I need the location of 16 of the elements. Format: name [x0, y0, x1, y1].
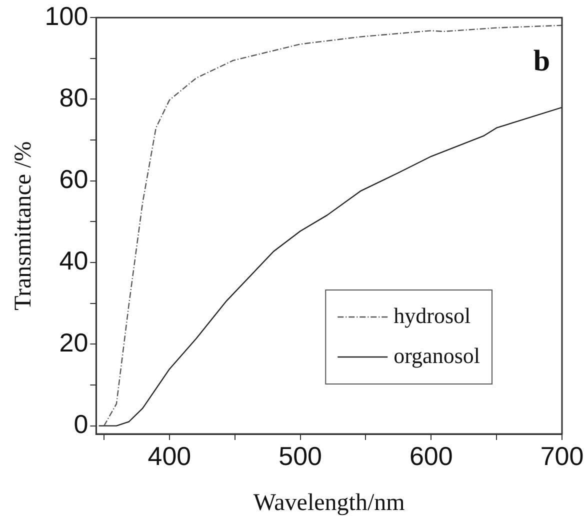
legend-label: hydrosol: [394, 302, 471, 328]
y-tick-label: 0: [74, 409, 88, 440]
annotation: b: [533, 44, 550, 78]
line-series: [103, 24, 562, 426]
y-axis-title: Transmittance /%: [10, 141, 37, 310]
legend-label: organosol: [394, 342, 480, 368]
y-tick-label: 20: [59, 327, 88, 358]
y-tick-label: 40: [59, 246, 88, 276]
x-axis-title: Wavelength/nm: [253, 490, 406, 516]
x-tick-label: 700: [540, 440, 584, 471]
x-tick-label: 600: [409, 440, 453, 471]
y-tick-label: 60: [59, 164, 88, 194]
x-tick-label: 400: [148, 440, 192, 471]
y-tick-label: 80: [59, 82, 88, 112]
y-tick-label: 100: [44, 0, 88, 31]
x-tick-label: 500: [278, 440, 322, 471]
